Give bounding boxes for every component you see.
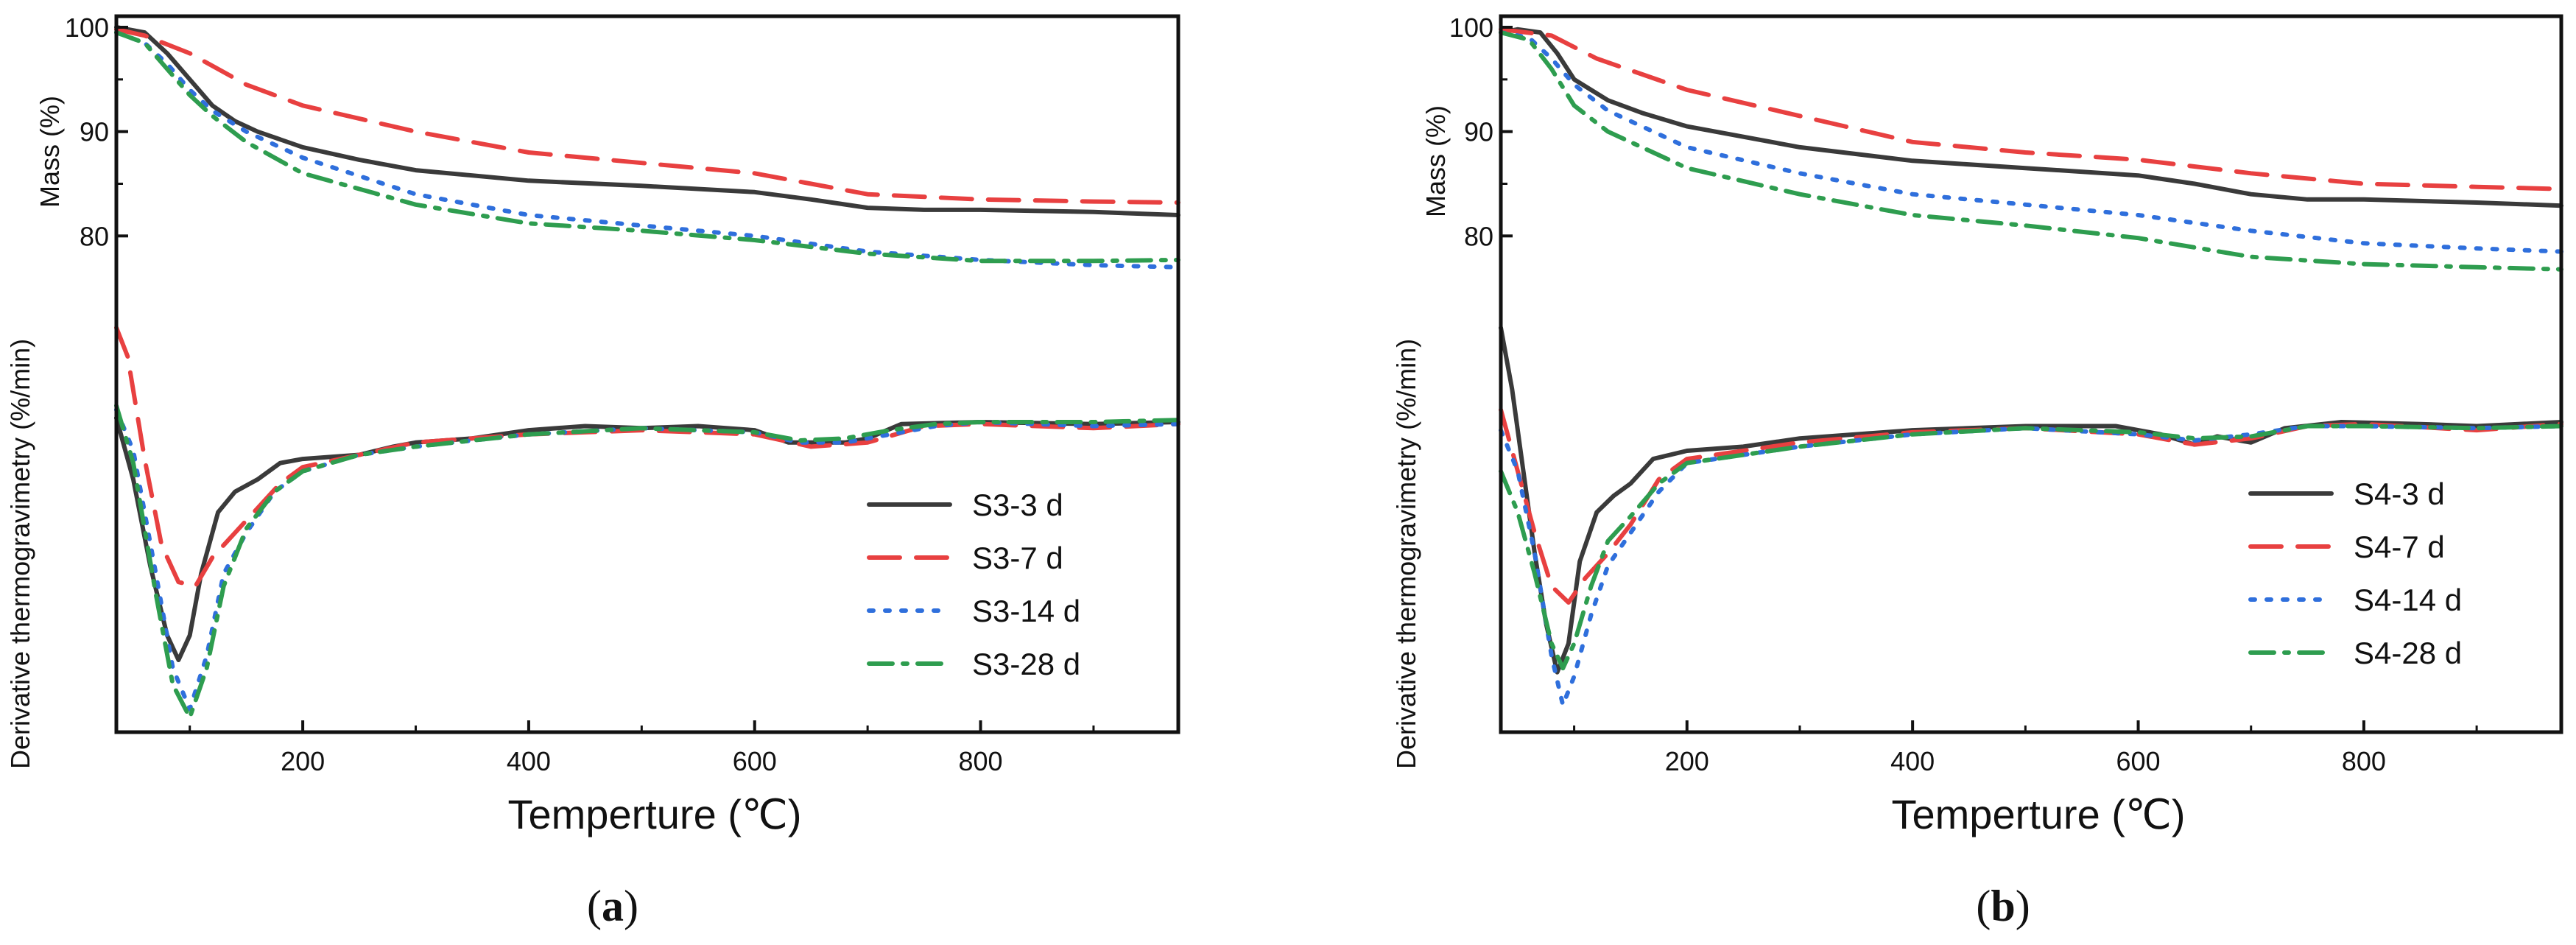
panel-b-x-tick-label: 400: [1890, 746, 1935, 776]
panel-a-caption-close: ): [624, 882, 638, 930]
series-s3-28-d-mass-line: [114, 30, 1180, 264]
panel-b-mass-tick-label: 90: [1464, 117, 1493, 147]
series-s4-14-d-mass-line: [1499, 30, 2563, 254]
legend-label-s4-3-d: S4-3 d: [2354, 477, 2445, 511]
panel-b-caption: (b): [1976, 882, 2030, 930]
panel-a-plot-frame: [114, 14, 1180, 734]
panel-b-x-axis-label: Temperture (℃): [1892, 791, 2186, 837]
panel-a-mass-tick-label: 90: [80, 117, 109, 147]
series-s4-28-d-mass-line: [1499, 30, 2563, 272]
panel-a-x-tick-label: 600: [733, 746, 777, 776]
panel-a-curves: [114, 25, 1180, 720]
series-s4-7-d-mass-line: [1499, 27, 2563, 192]
legend-label-s3-14-d: S3-14 d: [972, 594, 1080, 628]
panel-b-mass-tick-label: 100: [1449, 13, 1493, 43]
panel-a-x-tick-label: 400: [507, 746, 551, 776]
panel-b-dtg-axis-label: Derivative thermogravimetry (%/min): [1391, 339, 1421, 769]
legend-label-s3-7-d: S3-7 d: [972, 541, 1063, 575]
panel-a-x-axis-label: Temperture (℃): [508, 791, 802, 837]
panel-b-legend: S4-3 d S4-7 d S4-14 d S4-28 d: [2248, 477, 2462, 670]
series-s3-7-d-mass-line: [114, 27, 1180, 205]
panel-a-caption-letter: a: [602, 882, 624, 930]
panel-b: 200 400 600 800 80 90 100 Derivative thermogra…: [1391, 13, 2563, 930]
panel-b-mass-axis-label: Mass (%): [1421, 105, 1451, 217]
panel-a-mass-tick-label: 100: [65, 13, 109, 43]
series-s4-28-d-dtg-line: [1499, 424, 2563, 671]
panel-b-ticks: 200 400 600 800 80 90 100: [1449, 13, 2478, 776]
panel-a-caption-open: (: [587, 882, 602, 930]
panel-a: 200 400 600 800 80 90 100 Derivative thermogra…: [5, 13, 1180, 930]
panel-b-plot-frame: [1499, 14, 2563, 734]
legend-label-s3-28-d: S3-28 d: [972, 647, 1080, 681]
panel-a-caption: (a): [587, 882, 638, 930]
series-s4-14-d-dtg-line: [1499, 424, 2563, 708]
panel-a-ticks: 200 400 600 800 80 90 100: [65, 13, 1095, 776]
panel-a-mass-axis-label: Mass (%): [35, 96, 65, 208]
panel-b-x-tick-label: 800: [2342, 746, 2386, 776]
legend-label-s3-3-d: S3-3 d: [972, 488, 1063, 522]
series-s4-3-d-mass-line: [1499, 27, 2563, 208]
panel-b-curves: [1499, 27, 2563, 708]
legend-label-s4-14-d: S4-14 d: [2354, 583, 2462, 617]
series-s3-3-d-mass-line: [114, 25, 1180, 217]
panel-a-legend: S3-3 d S3-7 d S3-14 d S3-28 d: [867, 488, 1080, 681]
series-s3-28-d-dtg-line: [114, 403, 1180, 720]
panel-b-x-tick-label: 200: [1665, 746, 1709, 776]
panel-b-caption-close: ): [2016, 882, 2030, 930]
series-s3-7-d-dtg-line: [114, 325, 1180, 589]
panel-b-caption-open: (: [1976, 882, 1991, 930]
panel-a-x-tick-label: 200: [281, 746, 325, 776]
panel-b-caption-letter: b: [1991, 882, 2015, 930]
panel-a-x-tick-label: 800: [959, 746, 1003, 776]
legend-label-s4-28-d: S4-28 d: [2354, 636, 2462, 670]
panel-b-x-tick-label: 600: [2116, 746, 2160, 776]
panel-a-dtg-axis-label: Derivative thermogravimetry (%/min): [5, 339, 35, 769]
legend-label-s4-7-d: S4-7 d: [2354, 530, 2445, 564]
panel-b-mass-tick-label: 80: [1464, 221, 1493, 251]
panel-a-mass-tick-label: 80: [80, 221, 109, 251]
